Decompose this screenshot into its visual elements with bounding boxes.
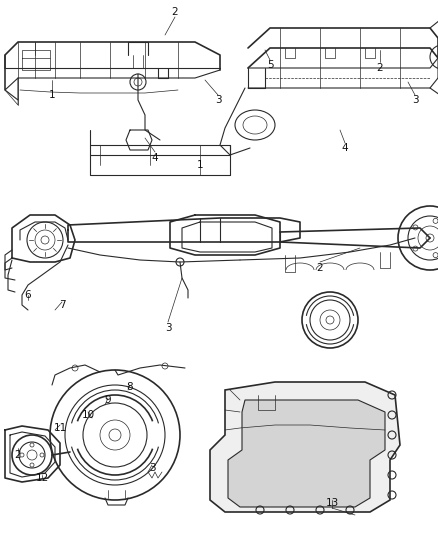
Text: 7: 7 <box>59 300 65 310</box>
Text: 11: 11 <box>53 423 67 433</box>
Text: 4: 4 <box>152 153 158 163</box>
Text: 1: 1 <box>197 160 203 170</box>
Text: 3: 3 <box>148 463 155 473</box>
Text: 3: 3 <box>412 95 418 105</box>
Text: 10: 10 <box>81 410 95 420</box>
Text: 1: 1 <box>49 90 55 100</box>
Polygon shape <box>210 382 400 512</box>
Text: 2: 2 <box>377 63 383 73</box>
Text: 3: 3 <box>165 323 171 333</box>
Text: 3: 3 <box>215 95 221 105</box>
Text: 4: 4 <box>342 143 348 153</box>
Text: 9: 9 <box>105 395 111 405</box>
Text: 12: 12 <box>35 473 49 483</box>
Text: 2: 2 <box>15 450 21 460</box>
Text: 6: 6 <box>25 290 31 300</box>
Text: 2: 2 <box>172 7 178 17</box>
Text: 5: 5 <box>267 60 273 70</box>
Text: 8: 8 <box>127 382 133 392</box>
Text: 13: 13 <box>325 498 339 508</box>
Polygon shape <box>228 400 385 507</box>
Text: 2: 2 <box>317 263 323 273</box>
